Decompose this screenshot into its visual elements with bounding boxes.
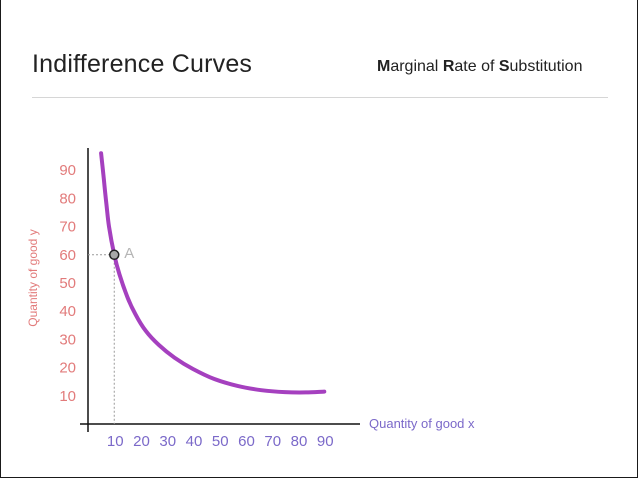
curve-series xyxy=(99,151,327,395)
header-divider xyxy=(32,97,608,98)
y-tick-label: 40 xyxy=(59,303,76,320)
x-tick-label: 30 xyxy=(159,433,176,450)
y-axis-label: Quantity of good y xyxy=(26,229,40,326)
slide-title: Indifference Curves xyxy=(32,50,253,78)
x-tick-label: 70 xyxy=(264,433,281,450)
y-tick-label: 50 xyxy=(59,275,76,292)
x-tick-label: 80 xyxy=(291,433,308,450)
subtitle-initial: M xyxy=(377,58,391,75)
subtitle-initial: S xyxy=(498,58,510,75)
x-tick-label: 10 xyxy=(107,433,124,450)
subtitle-text: ubstitution xyxy=(509,58,583,75)
x-tick-label: 50 xyxy=(212,433,229,450)
indifference-curve-line xyxy=(99,151,327,395)
axes xyxy=(80,148,360,432)
x-axis-label: Quantity of good x xyxy=(369,416,475,431)
x-tick-label: 90 xyxy=(317,433,334,450)
y-tick-labels: 10 20 30 40 50 60 70 80 90 xyxy=(59,162,76,405)
y-tick-label: 20 xyxy=(59,360,76,377)
y-tick-label: 10 xyxy=(59,388,76,405)
subtitle-text: ate of xyxy=(454,58,499,75)
x-tick-label: 60 xyxy=(238,433,255,450)
y-tick-label: 80 xyxy=(59,190,76,207)
point-guides xyxy=(88,254,115,424)
x-tick-labels: 10 20 30 40 50 60 70 80 90 xyxy=(107,433,334,450)
point-label: A xyxy=(124,245,134,262)
slide-subtitle: Marginal Rate of Substitution xyxy=(377,58,582,76)
marked-points: A xyxy=(109,245,134,262)
x-tick-label: 20 xyxy=(133,433,150,450)
subtitle-initial: R xyxy=(442,58,455,75)
subtitle-text: arginal xyxy=(390,58,443,75)
y-tick-label: 60 xyxy=(59,247,76,264)
point-marker xyxy=(109,249,120,261)
y-tick-label: 70 xyxy=(59,219,76,236)
x-tick-label: 40 xyxy=(186,433,203,450)
y-tick-label: 30 xyxy=(59,331,76,348)
y-tick-label: 90 xyxy=(59,162,76,179)
